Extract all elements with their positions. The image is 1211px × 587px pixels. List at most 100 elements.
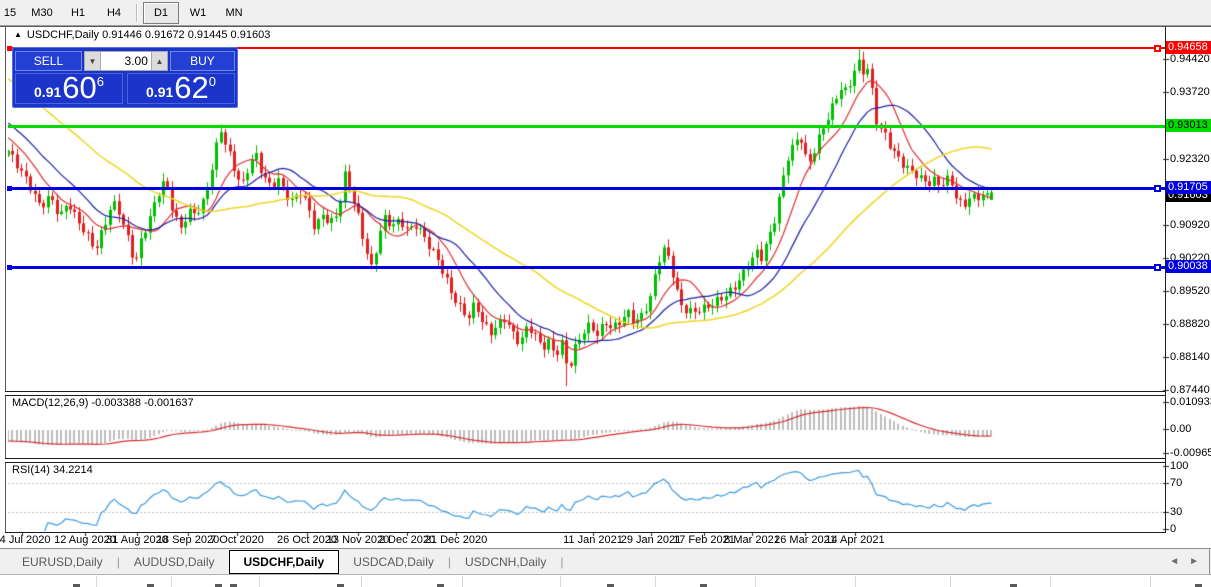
sell-price-prefix: 0.91 [34, 84, 62, 100]
volume-increase-icon[interactable]: ▲ [150, 51, 168, 71]
buy-price-tile[interactable]: 0.91 62 0 [127, 70, 235, 105]
bottom-strip-divider [361, 576, 362, 587]
level-price-badge-0.93013: 0.93013 [1166, 119, 1211, 132]
date-axis-label: 8 Mar 2021 [724, 534, 780, 546]
date-axis-label: 17 Feb 2021 [673, 534, 735, 546]
volume-input[interactable] [100, 51, 151, 71]
bottom-strip-divider [259, 576, 260, 587]
date-axis-label: 26 Oct 2020 [277, 534, 337, 546]
level-price-badge-0.90038: 0.90038 [1166, 260, 1211, 273]
macd-axis-label: 0.00 [1170, 423, 1192, 435]
price-axis-label: 0.88140 [1170, 351, 1210, 363]
level-handle-right-icon[interactable] [1154, 185, 1161, 192]
level-handle-left-icon[interactable] [7, 186, 12, 191]
level-line-0.91705[interactable] [8, 187, 1165, 190]
date-axis-label: 26 Mar 2021 [774, 534, 836, 546]
date-axis-label: 11 Jan 2021 [563, 534, 623, 546]
bottom-strip-text-fragment [147, 584, 154, 587]
macd-indicator-label: MACD(12,26,9) -0.003388 -0.001637 [12, 397, 194, 409]
macd-axis-label: -0.009653 [1170, 447, 1211, 459]
chart-tab-bar: EURUSD,Daily | AUDUSD,Daily USDCHF,Daily USD… [0, 548, 1211, 574]
bottom-strip-divider [755, 576, 756, 587]
rsi-indicator-label: RSI(14) 34.2214 [12, 464, 93, 476]
bottom-strip-divider [1150, 576, 1151, 587]
price-axis-label: 0.87440 [1170, 384, 1210, 396]
level-line-0.90038[interactable] [8, 266, 1165, 269]
bottom-strip-text-fragment [437, 584, 444, 587]
date-axis-label: 31 Aug 2020 [106, 534, 168, 546]
date-axis-label: 13 Nov 2020 [326, 534, 390, 546]
buy-price-big: 62 [174, 70, 209, 105]
chart-tab-audusd[interactable]: AUDUSD,Daily [133, 554, 215, 569]
level-handle-right-icon[interactable] [1154, 264, 1161, 271]
bottom-strip-text-fragment [230, 584, 237, 587]
sell-price-sup: 6 [96, 74, 104, 89]
buy-button[interactable]: BUY [169, 51, 235, 71]
price-axis-label: 0.90920 [1170, 219, 1210, 231]
sell-price-big: 60 [62, 70, 97, 105]
bottom-strip-divider [560, 576, 561, 587]
bottom-strip-text-fragment [700, 584, 707, 587]
price-axis-label: 0.94420 [1170, 53, 1210, 65]
tab-scroll-right-icon[interactable]: ► [1189, 556, 1199, 567]
price-axis-line [1165, 27, 1166, 532]
level-handle-right-icon[interactable] [1154, 45, 1161, 52]
macd-axis-label: 0.010933 [1170, 396, 1211, 408]
bottom-strip-text-fragment [73, 584, 80, 587]
rsi-axis-label: 30 [1170, 506, 1183, 518]
rsi-axis-label: 0 [1170, 523, 1177, 535]
rsi-pane-divider[interactable] [5, 458, 1166, 463]
chart-tab-usdchf[interactable]: USDCHF,Daily [228, 549, 340, 574]
price-axis-label: 0.92320 [1170, 153, 1210, 165]
level-line-0.94658[interactable] [8, 47, 1165, 49]
rsi-axis-label: 100 [1170, 460, 1189, 472]
bottom-strip-text-fragment [1010, 584, 1017, 587]
volume-decrease-icon[interactable]: ▼ [83, 51, 101, 71]
date-axis-label: 7 Oct 2020 [210, 534, 264, 546]
bottom-strip-text-fragment [1195, 584, 1202, 587]
tab-separator: | [560, 554, 564, 569]
tab-bar-right-border [1209, 549, 1210, 574]
level-handle-left-icon[interactable] [7, 265, 12, 270]
volume-stepper: ▼ ▲ [83, 51, 168, 71]
date-axis-label: 29 Jan 2021 [620, 534, 682, 546]
date-axis-label: 12 Aug 2020 [54, 534, 116, 546]
chart-tab-usdcnh[interactable]: USDCNH,Daily [465, 554, 547, 569]
date-axis-label: 24 Jul 2020 [0, 534, 51, 546]
price-axis-label: 0.88820 [1170, 318, 1210, 330]
bottom-strip-divider [96, 576, 97, 587]
level-price-badge-0.94658: 0.94658 [1166, 41, 1211, 54]
sell-button[interactable]: SELL [15, 51, 82, 71]
date-axis-label: 2 Dec 2020 [378, 534, 436, 546]
chart-tab-usdcad[interactable]: USDCAD,Daily [353, 554, 434, 569]
level-line-0.93013[interactable] [8, 125, 1165, 128]
bottom-strip-text-fragment [215, 584, 222, 587]
bottom-strip-divider [855, 576, 856, 587]
bottom-strip-divider [950, 576, 951, 587]
sell-price-tile[interactable]: 0.91 60 6 [15, 70, 123, 105]
bottom-strip-divider [171, 576, 172, 587]
tab-separator: | [447, 554, 451, 569]
bottom-strip-divider [1050, 576, 1051, 587]
price-axis-label: 0.93720 [1170, 86, 1210, 98]
level-price-badge-0.91705: 0.91705 [1166, 181, 1211, 194]
date-axis-label: 18 Sep 2020 [156, 534, 220, 546]
price-axis-label: 0.89520 [1170, 285, 1210, 297]
trade-panel-top-row: SELL ▼ ▲ BUY [13, 48, 237, 72]
tab-scroll-left-icon[interactable]: ◄ [1169, 556, 1180, 567]
trade-panel-prices: 0.91 60 6 0.91 62 0 [13, 72, 237, 106]
date-axis-label: 14 Apr 2021 [825, 534, 885, 546]
buy-price-prefix: 0.91 [146, 84, 174, 100]
clipped-bottom-panel [0, 574, 1211, 587]
bottom-strip-divider [462, 576, 463, 587]
chart-tab-eurusd[interactable]: EURUSD,Daily [22, 554, 103, 569]
rsi-axis-label: 70 [1170, 477, 1183, 489]
date-axis-label: 21 Dec 2020 [424, 534, 488, 546]
tab-scroll-arrows: ◄ ► [1169, 549, 1199, 574]
tab-separator: | [116, 554, 120, 569]
level-handle-left-icon[interactable] [7, 46, 12, 51]
macd-pane-divider[interactable] [5, 391, 1166, 396]
buy-price-sup: 0 [208, 74, 216, 89]
